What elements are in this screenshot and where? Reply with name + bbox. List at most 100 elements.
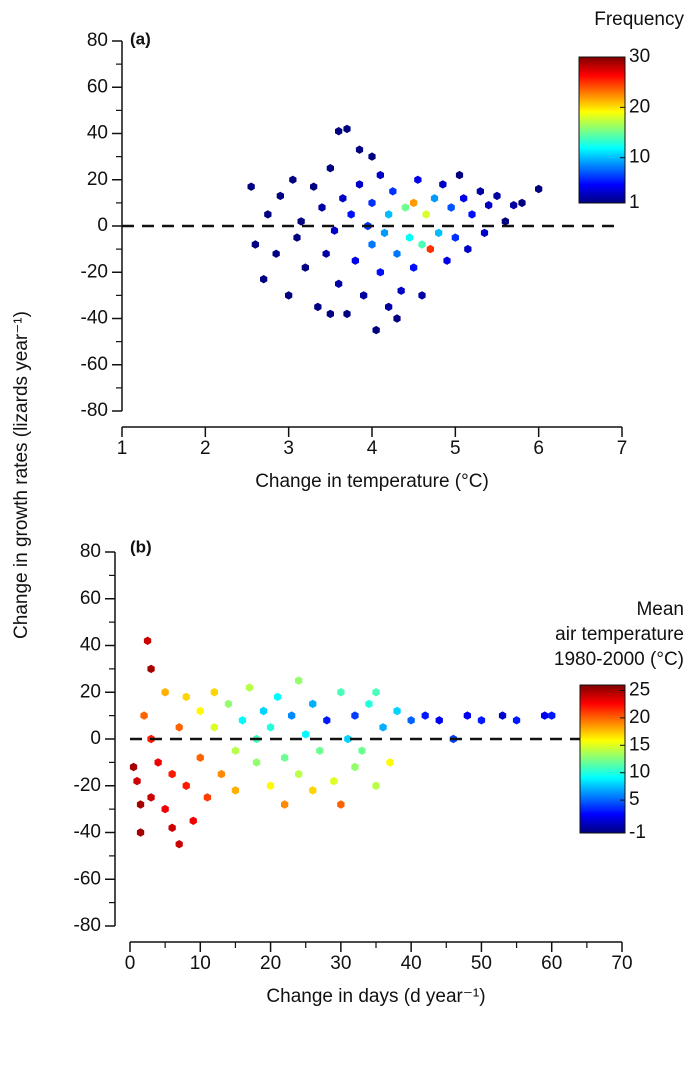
hexbin-cell — [238, 716, 247, 725]
hexbin-cell — [430, 194, 439, 203]
hexbin-cell — [351, 711, 359, 720]
hexbin-cell — [247, 182, 255, 191]
hexbin-cell — [418, 291, 426, 300]
hexbin-cell — [421, 711, 429, 720]
x-tick-label: 4 — [367, 438, 378, 459]
panel-label: (b) — [130, 537, 152, 556]
colorbar-tick-label: 10 — [629, 147, 650, 168]
y-axis-title: Change in growth rates (lizards year⁻¹) — [11, 311, 32, 639]
hexbin-cell — [301, 263, 309, 272]
hexbin-cell — [182, 692, 190, 702]
hexbin-cell — [376, 170, 384, 180]
hexbin-cell — [259, 706, 268, 716]
x-tick-label: 7 — [617, 438, 628, 459]
hexbin-cell — [140, 711, 148, 720]
colorbar-tick-label: 1 — [629, 192, 640, 213]
hexbin-cell — [310, 182, 318, 191]
colorbar-tick-label: 10 — [629, 762, 650, 783]
hexbin-cell — [393, 249, 401, 258]
hexbin-cell — [393, 314, 401, 323]
hexbin-cell — [493, 191, 501, 201]
hexbin-cell — [302, 730, 310, 739]
hexbin-cell — [343, 124, 351, 134]
hexbin-cell — [455, 170, 464, 180]
x-tick-label: 50 — [471, 953, 492, 974]
hexbin-cell — [435, 228, 443, 238]
x-tick-label: 30 — [330, 953, 351, 974]
hexbin-cell — [326, 164, 334, 173]
hexbin-cell — [451, 233, 459, 242]
panel-label: (a) — [130, 29, 151, 48]
x-tick-label: 5 — [450, 438, 461, 459]
hexbin-cell — [309, 786, 317, 795]
y-tick-label: 0 — [97, 215, 108, 236]
hexbin-cell — [217, 769, 225, 779]
colorbar-title: 1980-2000 (°C) — [554, 649, 684, 670]
hexbin-cell — [276, 191, 284, 201]
hexbin-cell — [368, 198, 376, 208]
x-tick-label: 60 — [541, 953, 562, 974]
hexbin-cell — [510, 201, 518, 210]
hexbin-cell — [443, 256, 451, 265]
hexbin-cell — [380, 228, 389, 238]
hexbin-cell — [343, 309, 351, 319]
hexbin-cell — [372, 781, 380, 790]
hexbin-cell — [401, 203, 409, 212]
hexbin-cell — [355, 180, 364, 189]
x-tick-label: 70 — [611, 953, 632, 974]
y-tick-label: 80 — [87, 30, 108, 51]
colorbar-title: air temperature — [555, 624, 684, 645]
hexbin-cell — [316, 746, 324, 755]
x-tick-label: 1 — [117, 438, 128, 459]
hexbin-cell — [548, 711, 556, 720]
hexbin-cell — [136, 828, 145, 837]
hexbin-cell — [330, 226, 339, 235]
y-tick-label: 60 — [80, 588, 101, 609]
hexbin-cell — [410, 198, 418, 208]
hexbin-cell — [231, 746, 240, 755]
hexbin-cell — [281, 753, 289, 762]
hexbin-cell — [154, 758, 162, 767]
hexbin-cell — [161, 804, 169, 814]
hexbin-cell — [322, 249, 330, 258]
hexbin-cell — [231, 786, 240, 795]
hexbin-cell — [372, 325, 380, 335]
colorbar-tick-label: 20 — [629, 707, 650, 728]
hexbin-cell — [189, 816, 197, 825]
y-tick-label: 80 — [80, 541, 101, 562]
hexbin-cell — [274, 692, 282, 702]
y-tick-label: -80 — [81, 400, 108, 421]
hexbin-cell — [161, 688, 169, 697]
hexbin-cell — [129, 762, 138, 772]
hexbin-cell — [337, 688, 345, 697]
hexbin-cell — [288, 711, 296, 720]
hexbin-cell — [518, 198, 526, 208]
hexbin-cell — [460, 194, 468, 203]
hexbin-cell — [477, 716, 486, 725]
hexbin-cell — [372, 688, 380, 697]
y-tick-label: -40 — [74, 822, 101, 843]
y-tick-label: -40 — [81, 308, 108, 329]
hexbin-cell — [368, 152, 376, 161]
hexbin-cell — [143, 636, 152, 645]
y-tick-label: -60 — [81, 354, 108, 375]
hexbin-cell — [480, 228, 489, 238]
hexbin-cell — [360, 291, 368, 300]
hexbin-cell — [295, 676, 303, 685]
hexbin-cell — [147, 664, 155, 674]
hexbin-cell — [335, 127, 343, 136]
colorbar-tick-label: 25 — [629, 679, 650, 700]
hexbin-cell — [251, 240, 259, 249]
x-axis-title: Change in days (d year⁻¹) — [266, 986, 485, 1007]
hexbin-cell — [314, 302, 322, 312]
hexbin-cell — [289, 175, 297, 184]
colorbar — [578, 56, 626, 204]
y-tick-label: -80 — [74, 915, 101, 936]
hexbin-cell — [196, 753, 204, 762]
hexbin-cell — [464, 244, 472, 254]
hexbin-cell — [175, 840, 183, 849]
colorbar-tick-label: 30 — [629, 46, 650, 67]
hexbin-cell — [335, 279, 343, 288]
hexbin-cell — [512, 716, 521, 725]
